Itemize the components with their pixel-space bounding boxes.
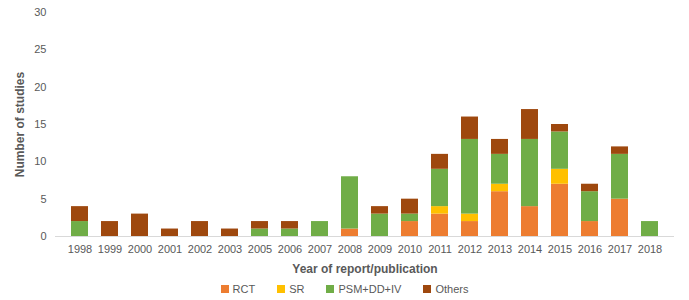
svg-text:2006: 2006 — [278, 243, 302, 255]
svg-text:2007: 2007 — [308, 243, 332, 255]
svg-text:2017: 2017 — [608, 243, 632, 255]
svg-text:10: 10 — [34, 155, 46, 167]
svg-text:2013: 2013 — [488, 243, 512, 255]
svg-text:5: 5 — [40, 193, 46, 205]
svg-text:2003: 2003 — [218, 243, 242, 255]
svg-text:2014: 2014 — [518, 243, 542, 255]
svg-text:15: 15 — [34, 118, 46, 130]
svg-text:2011: 2011 — [428, 243, 452, 255]
svg-text:30: 30 — [34, 6, 46, 18]
svg-text:2001: 2001 — [158, 243, 182, 255]
svg-text:Year of report/publication: Year of report/publication — [292, 262, 437, 276]
svg-text:2012: 2012 — [458, 243, 482, 255]
svg-text:2016: 2016 — [578, 243, 602, 255]
svg-text:0: 0 — [40, 230, 46, 242]
svg-text:2010: 2010 — [398, 243, 422, 255]
html-text:SR: SR — [289, 283, 305, 295]
svg-text:1999: 1999 — [98, 243, 122, 255]
svg-text:2009: 2009 — [368, 243, 392, 255]
svg-text:2002: 2002 — [188, 243, 212, 255]
html-text:RCT: RCT — [232, 283, 256, 295]
svg-text:2000: 2000 — [128, 243, 152, 255]
svg-text:20: 20 — [34, 81, 46, 93]
html-text:Others: Others — [435, 283, 469, 295]
svg-text:Number of studies: Number of studies — [13, 72, 27, 178]
svg-text:1998: 1998 — [68, 243, 92, 255]
svg-text:2015: 2015 — [548, 243, 572, 255]
svg-text:2018: 2018 — [638, 243, 662, 255]
svg-text:25: 25 — [34, 43, 46, 55]
svg-text:2008: 2008 — [338, 243, 362, 255]
html-text:PSM+DD+IV: PSM+DD+IV — [338, 283, 402, 295]
svg-text:2005: 2005 — [248, 243, 272, 255]
